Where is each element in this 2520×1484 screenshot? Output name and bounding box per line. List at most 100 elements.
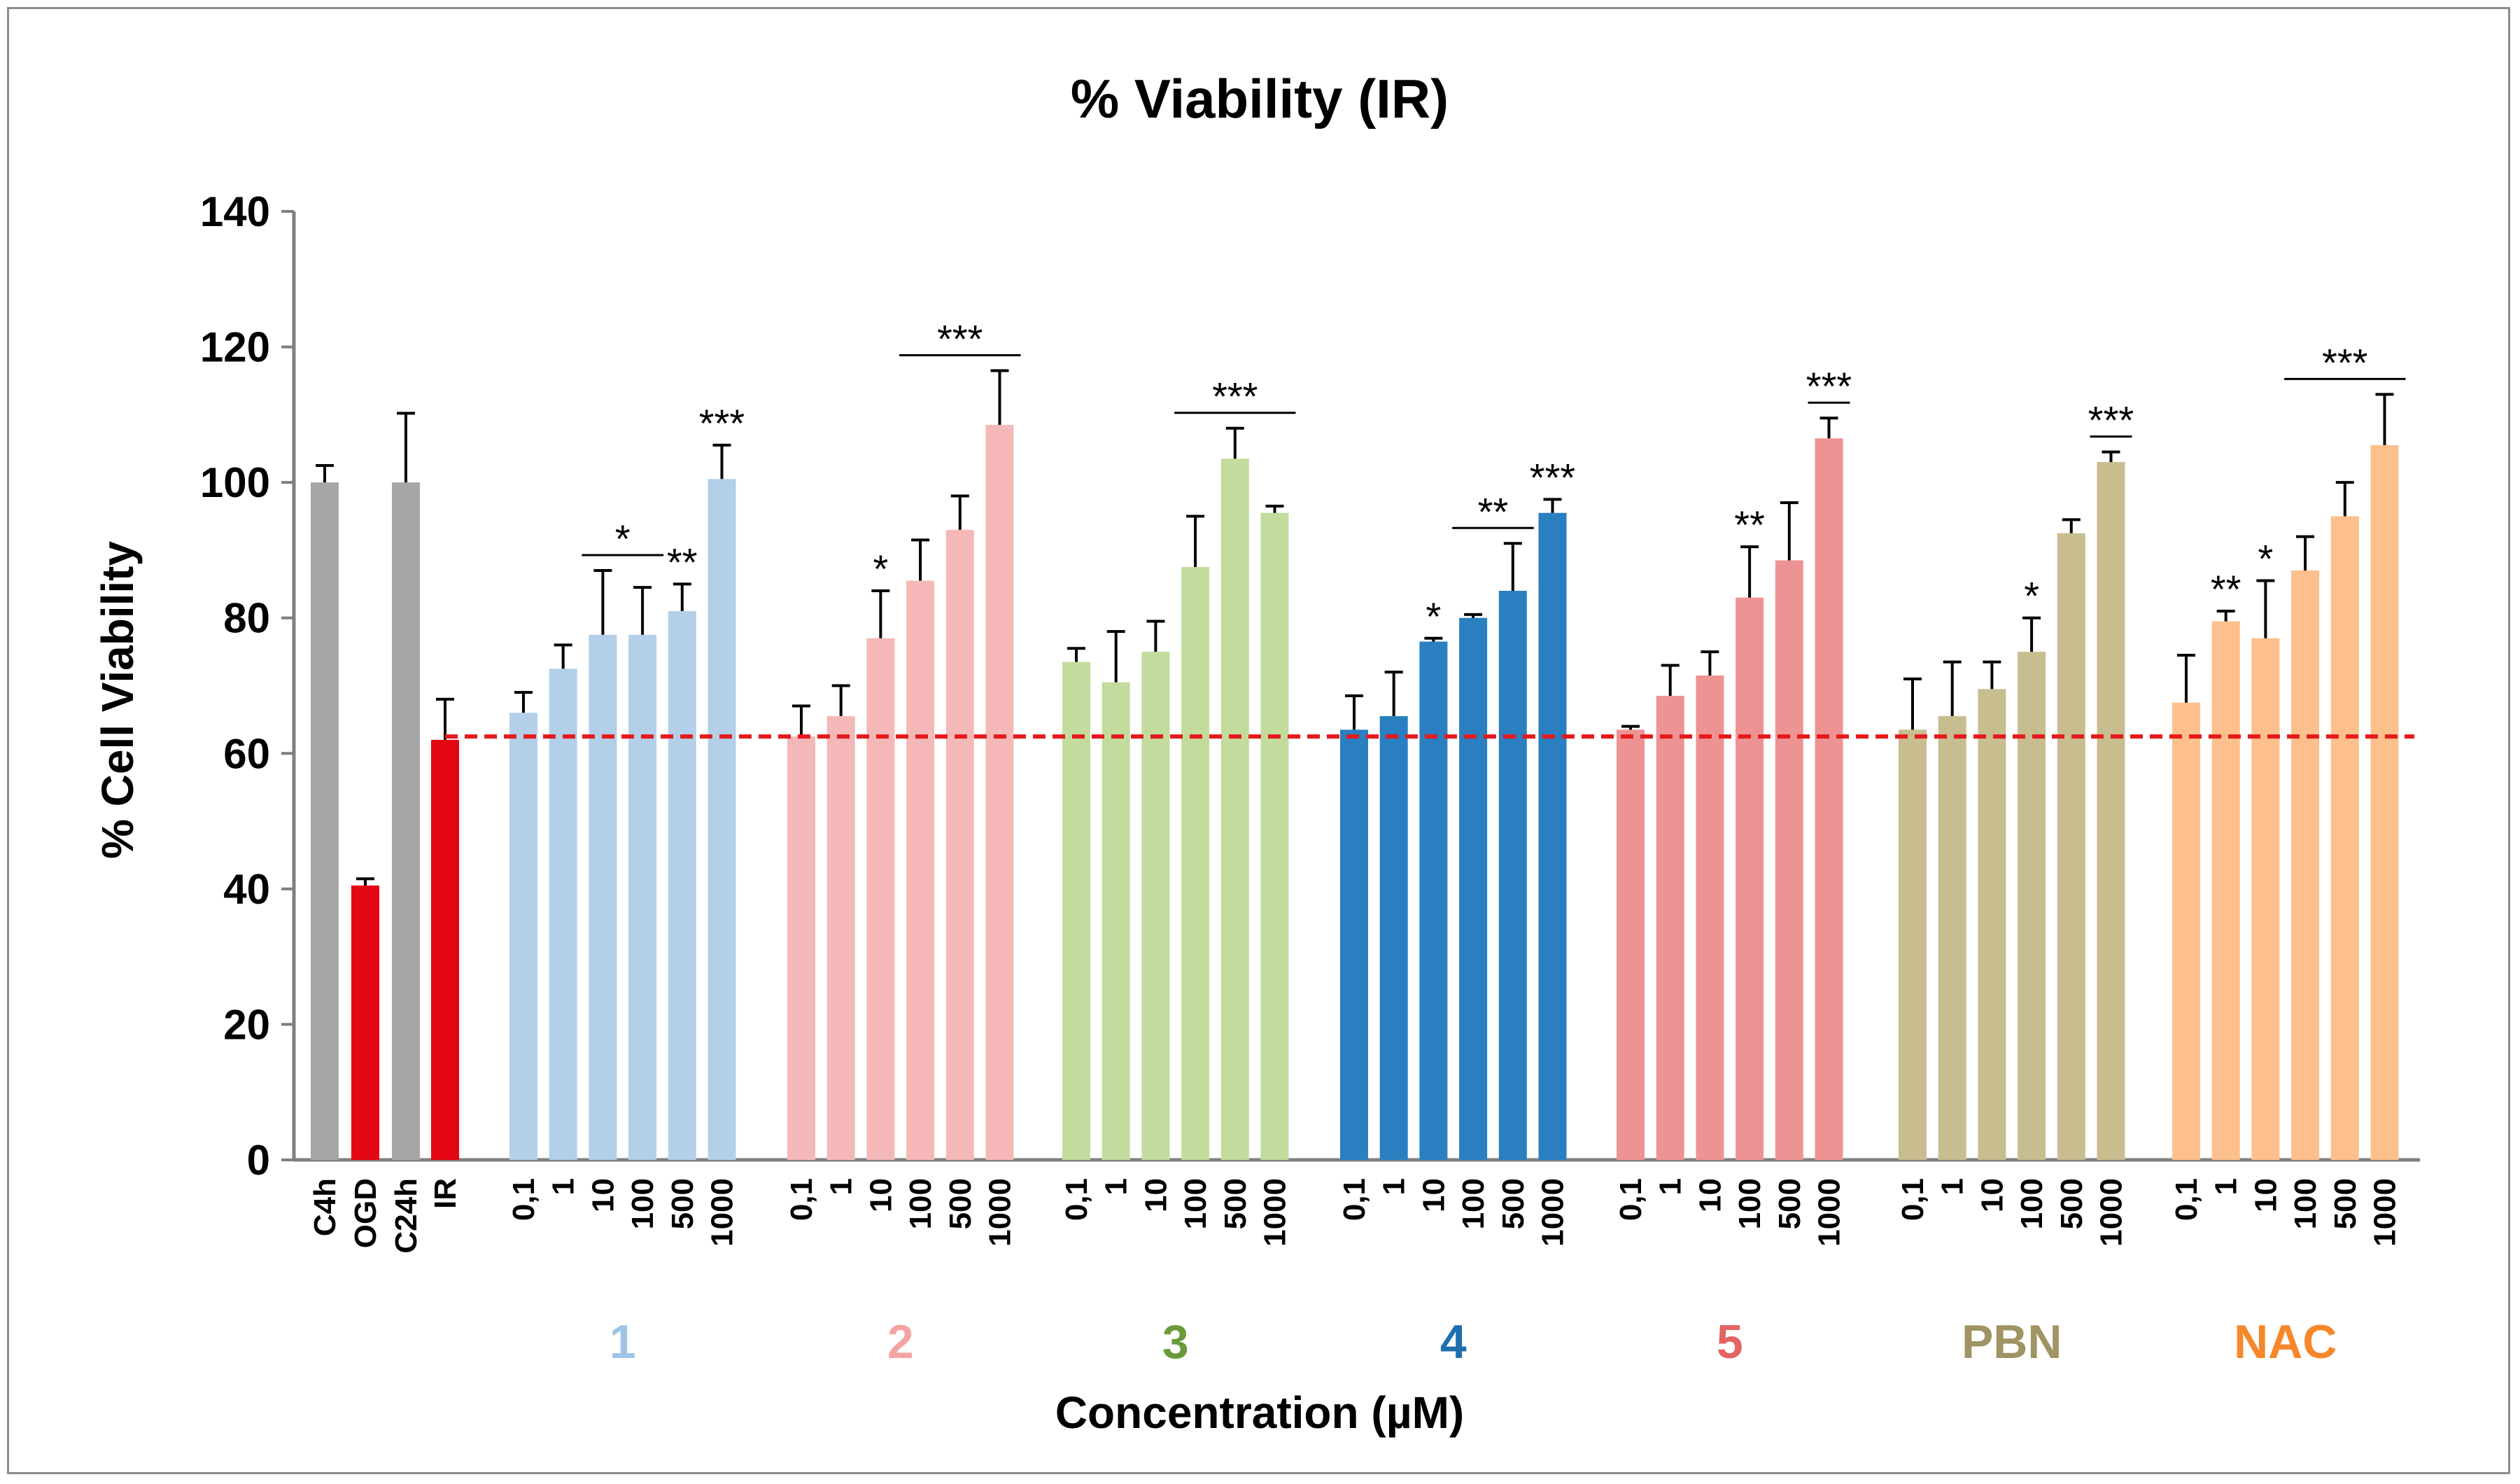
chart-title: % Viability (IR) (1071, 68, 1449, 130)
bar-group-2-5 (985, 424, 1014, 1160)
bar-group-3-2 (1141, 652, 1170, 1160)
x-tick-label-concentration: 100 (626, 1178, 660, 1229)
bar-group-5-0 (1617, 729, 1645, 1160)
x-tick-label-control: C4h (308, 1178, 342, 1236)
bar-group-5-3 (1736, 597, 1764, 1160)
significance-label: ** (1478, 489, 1509, 533)
x-tick-label-concentration: 1000 (2368, 1178, 2402, 1247)
group-label-5: 5 (1717, 1315, 1743, 1368)
bar-group-nac-2 (2251, 638, 2280, 1160)
x-tick-label-concentration: 1000 (705, 1178, 740, 1247)
bar-group-1-2 (589, 634, 617, 1160)
bar-group-1-1 (549, 668, 577, 1160)
bar-group-1-0 (509, 713, 537, 1160)
x-tick-label-control: C24h (389, 1178, 423, 1254)
significance-label: * (2258, 536, 2274, 580)
significance-label: *** (2322, 340, 2367, 384)
x-tick-label-concentration: 1 (824, 1178, 859, 1195)
significance-label: *** (699, 401, 745, 445)
x-tick-label-concentration: 1 (1936, 1178, 1970, 1195)
bar-group-3-5 (1260, 512, 1289, 1160)
group-label-4: 4 (1440, 1315, 1467, 1368)
x-tick-label-concentration: 1000 (1536, 1178, 1570, 1247)
x-tick-label-concentration: 10 (1693, 1178, 1727, 1212)
bar-group-nac-1 (2211, 621, 2240, 1160)
group-label-3: 3 (1162, 1315, 1189, 1368)
bar-group-pbn-2 (1978, 689, 2006, 1160)
group-label-nac: NAC (2234, 1315, 2337, 1368)
bar-group-4-5 (1538, 512, 1567, 1160)
group-label-pbn: PBN (1962, 1315, 2062, 1368)
x-tick-label-concentration: 1 (547, 1178, 581, 1195)
x-tick-label-concentration: 1 (1377, 1178, 1412, 1195)
y-tick-label: 80 (223, 595, 270, 642)
bar-group-pbn-1 (1938, 716, 1966, 1160)
bar-control-ogd (351, 886, 379, 1160)
significance-label: *** (1806, 364, 1852, 408)
bar-group-1-5 (708, 479, 736, 1160)
group-label-1: 1 (610, 1315, 636, 1368)
x-tick-label-concentration: 1 (2209, 1178, 2244, 1195)
x-tick-label-concentration: 500 (666, 1178, 700, 1229)
x-tick-label-concentration: 500 (1218, 1178, 1253, 1229)
x-tick-label-concentration: 1000 (1812, 1178, 1847, 1247)
significance-label: * (873, 547, 889, 591)
bar-group-4-3 (1459, 617, 1488, 1160)
x-tick-label-concentration: 1 (1099, 1178, 1134, 1195)
bar-group-5-5 (1815, 438, 1843, 1160)
x-tick-label-concentration: 500 (2055, 1178, 2089, 1229)
x-tick-label-concentration: 10 (864, 1178, 898, 1212)
x-tick-label-concentration: 0,1 (507, 1178, 541, 1221)
x-tick-label-concentration: 10 (2248, 1178, 2283, 1212)
bar-group-3-4 (1220, 458, 1249, 1160)
y-tick-label: 20 (223, 1001, 270, 1048)
significance-label: *** (1530, 455, 1575, 499)
x-tick-label-concentration: 1000 (983, 1178, 1018, 1247)
bar-group-nac-3 (2291, 570, 2320, 1160)
bar-control-c4h (311, 482, 339, 1160)
significance-label: ** (667, 540, 698, 584)
x-tick-label-concentration: 0,1 (784, 1178, 819, 1221)
bar-group-1-4 (668, 611, 696, 1160)
bar-group-5-1 (1656, 696, 1684, 1160)
y-tick-label: 40 (223, 866, 270, 913)
significance-label: ** (1734, 503, 1765, 547)
x-tick-label-control: OGD (349, 1178, 383, 1248)
x-tick-label-concentration: 0,1 (1060, 1178, 1094, 1221)
bar-group-pbn-5 (2097, 462, 2125, 1160)
x-tick-label-concentration: 500 (943, 1178, 978, 1229)
x-tick-label-concentration: 0,1 (1896, 1178, 1930, 1221)
x-tick-label-concentration: 500 (1773, 1178, 1807, 1229)
bar-group-4-1 (1379, 716, 1408, 1160)
y-axis-label: % Cell Viability (92, 541, 143, 860)
bar-group-2-3 (906, 580, 935, 1160)
bar-group-2-2 (866, 638, 895, 1160)
bar-control-c24h (392, 482, 420, 1160)
bar-group-2-4 (945, 529, 974, 1160)
x-tick-label-concentration: 0,1 (2169, 1178, 2204, 1221)
bar-control-ir (431, 739, 459, 1160)
x-axis-label: Concentration (µM) (1055, 1387, 1464, 1438)
bar-group-4-4 (1498, 591, 1527, 1160)
bar-group-nac-5 (2370, 444, 2399, 1160)
bar-group-1-3 (628, 634, 657, 1160)
bar-group-5-4 (1775, 560, 1803, 1160)
bar-group-pbn-4 (2057, 533, 2085, 1160)
bar-group-nac-4 (2330, 516, 2359, 1160)
group-label-2: 2 (887, 1315, 914, 1368)
bar-group-4-2 (1419, 641, 1448, 1160)
y-tick-label: 60 (223, 730, 270, 777)
x-tick-label-concentration: 0,1 (1337, 1178, 1372, 1221)
bar-group-4-0 (1340, 729, 1368, 1160)
x-tick-label-concentration: 100 (1178, 1178, 1213, 1229)
significance-label: * (2024, 574, 2039, 618)
significance-label: * (615, 517, 631, 561)
x-tick-label-concentration: 1000 (2095, 1178, 2129, 1247)
x-tick-label-concentration: 100 (2015, 1178, 2049, 1229)
x-tick-label-concentration: 100 (1456, 1178, 1491, 1229)
chart-frame (7, 7, 2510, 1474)
x-tick-label-concentration: 10 (586, 1178, 620, 1212)
bar-group-5-2 (1696, 675, 1724, 1160)
